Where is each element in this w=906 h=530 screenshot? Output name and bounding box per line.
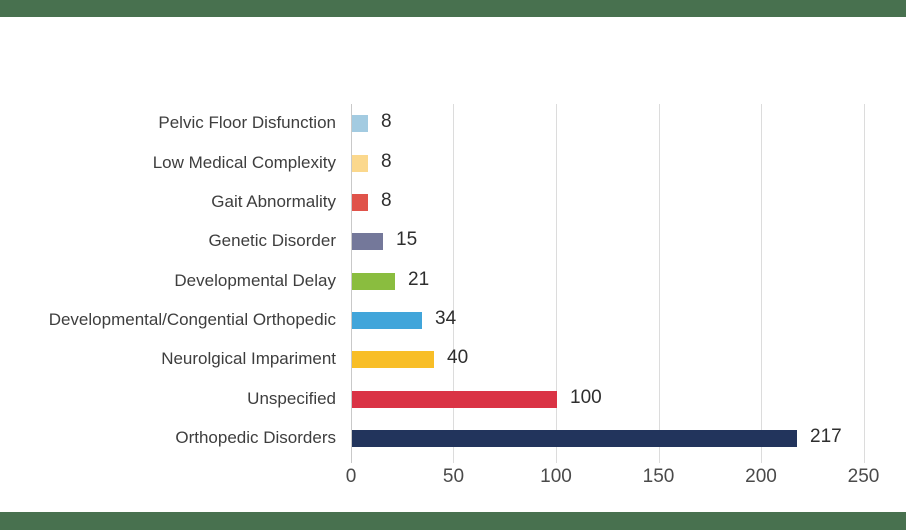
bar xyxy=(352,312,422,329)
bar xyxy=(352,115,368,132)
gridline xyxy=(864,104,865,463)
value-label: 8 xyxy=(381,190,392,211)
x-tick-label: 250 xyxy=(847,466,880,487)
gridline xyxy=(556,104,557,463)
x-tick-label: 50 xyxy=(442,466,465,487)
category-label: Unspecified xyxy=(247,389,336,408)
category-label: Gait Abnormality xyxy=(211,192,336,211)
value-label: 34 xyxy=(435,308,457,329)
bottom-border-band xyxy=(0,512,906,530)
value-label: 8 xyxy=(381,111,392,132)
gridline xyxy=(659,104,660,463)
bar xyxy=(352,233,383,250)
top-border-band xyxy=(0,0,906,17)
x-tick-label: 100 xyxy=(540,466,572,487)
bar xyxy=(352,391,557,408)
category-label: Low Medical Complexity xyxy=(152,153,336,172)
value-label: 100 xyxy=(570,387,602,408)
category-label: Pelvic Floor Disfunction xyxy=(158,113,336,132)
bar xyxy=(352,430,797,447)
bar xyxy=(352,155,368,172)
value-label: 217 xyxy=(810,426,842,447)
bar xyxy=(352,273,395,290)
value-label: 21 xyxy=(408,269,430,290)
value-label: 40 xyxy=(447,347,469,368)
gridline xyxy=(761,104,762,463)
gridline xyxy=(453,104,454,463)
x-tick-label: 150 xyxy=(642,466,675,487)
category-label: Genetic Disorder xyxy=(208,231,336,250)
category-label: Neurolgical Impariment xyxy=(161,349,336,368)
value-label: 8 xyxy=(381,151,392,172)
category-label: Developmental/Congential Orthopedic xyxy=(48,310,336,329)
value-label: 15 xyxy=(396,229,418,250)
x-tick-label: 0 xyxy=(345,466,357,487)
x-tick-label: 200 xyxy=(745,466,777,487)
bar xyxy=(352,351,434,368)
plot-area: 8 8 8 15 21 34 40 100 217 xyxy=(351,104,880,463)
category-label: Orthopedic Disorders xyxy=(175,428,336,447)
category-label: Developmental Delay xyxy=(174,271,336,290)
y-axis-line xyxy=(351,104,352,463)
bar xyxy=(352,194,368,211)
